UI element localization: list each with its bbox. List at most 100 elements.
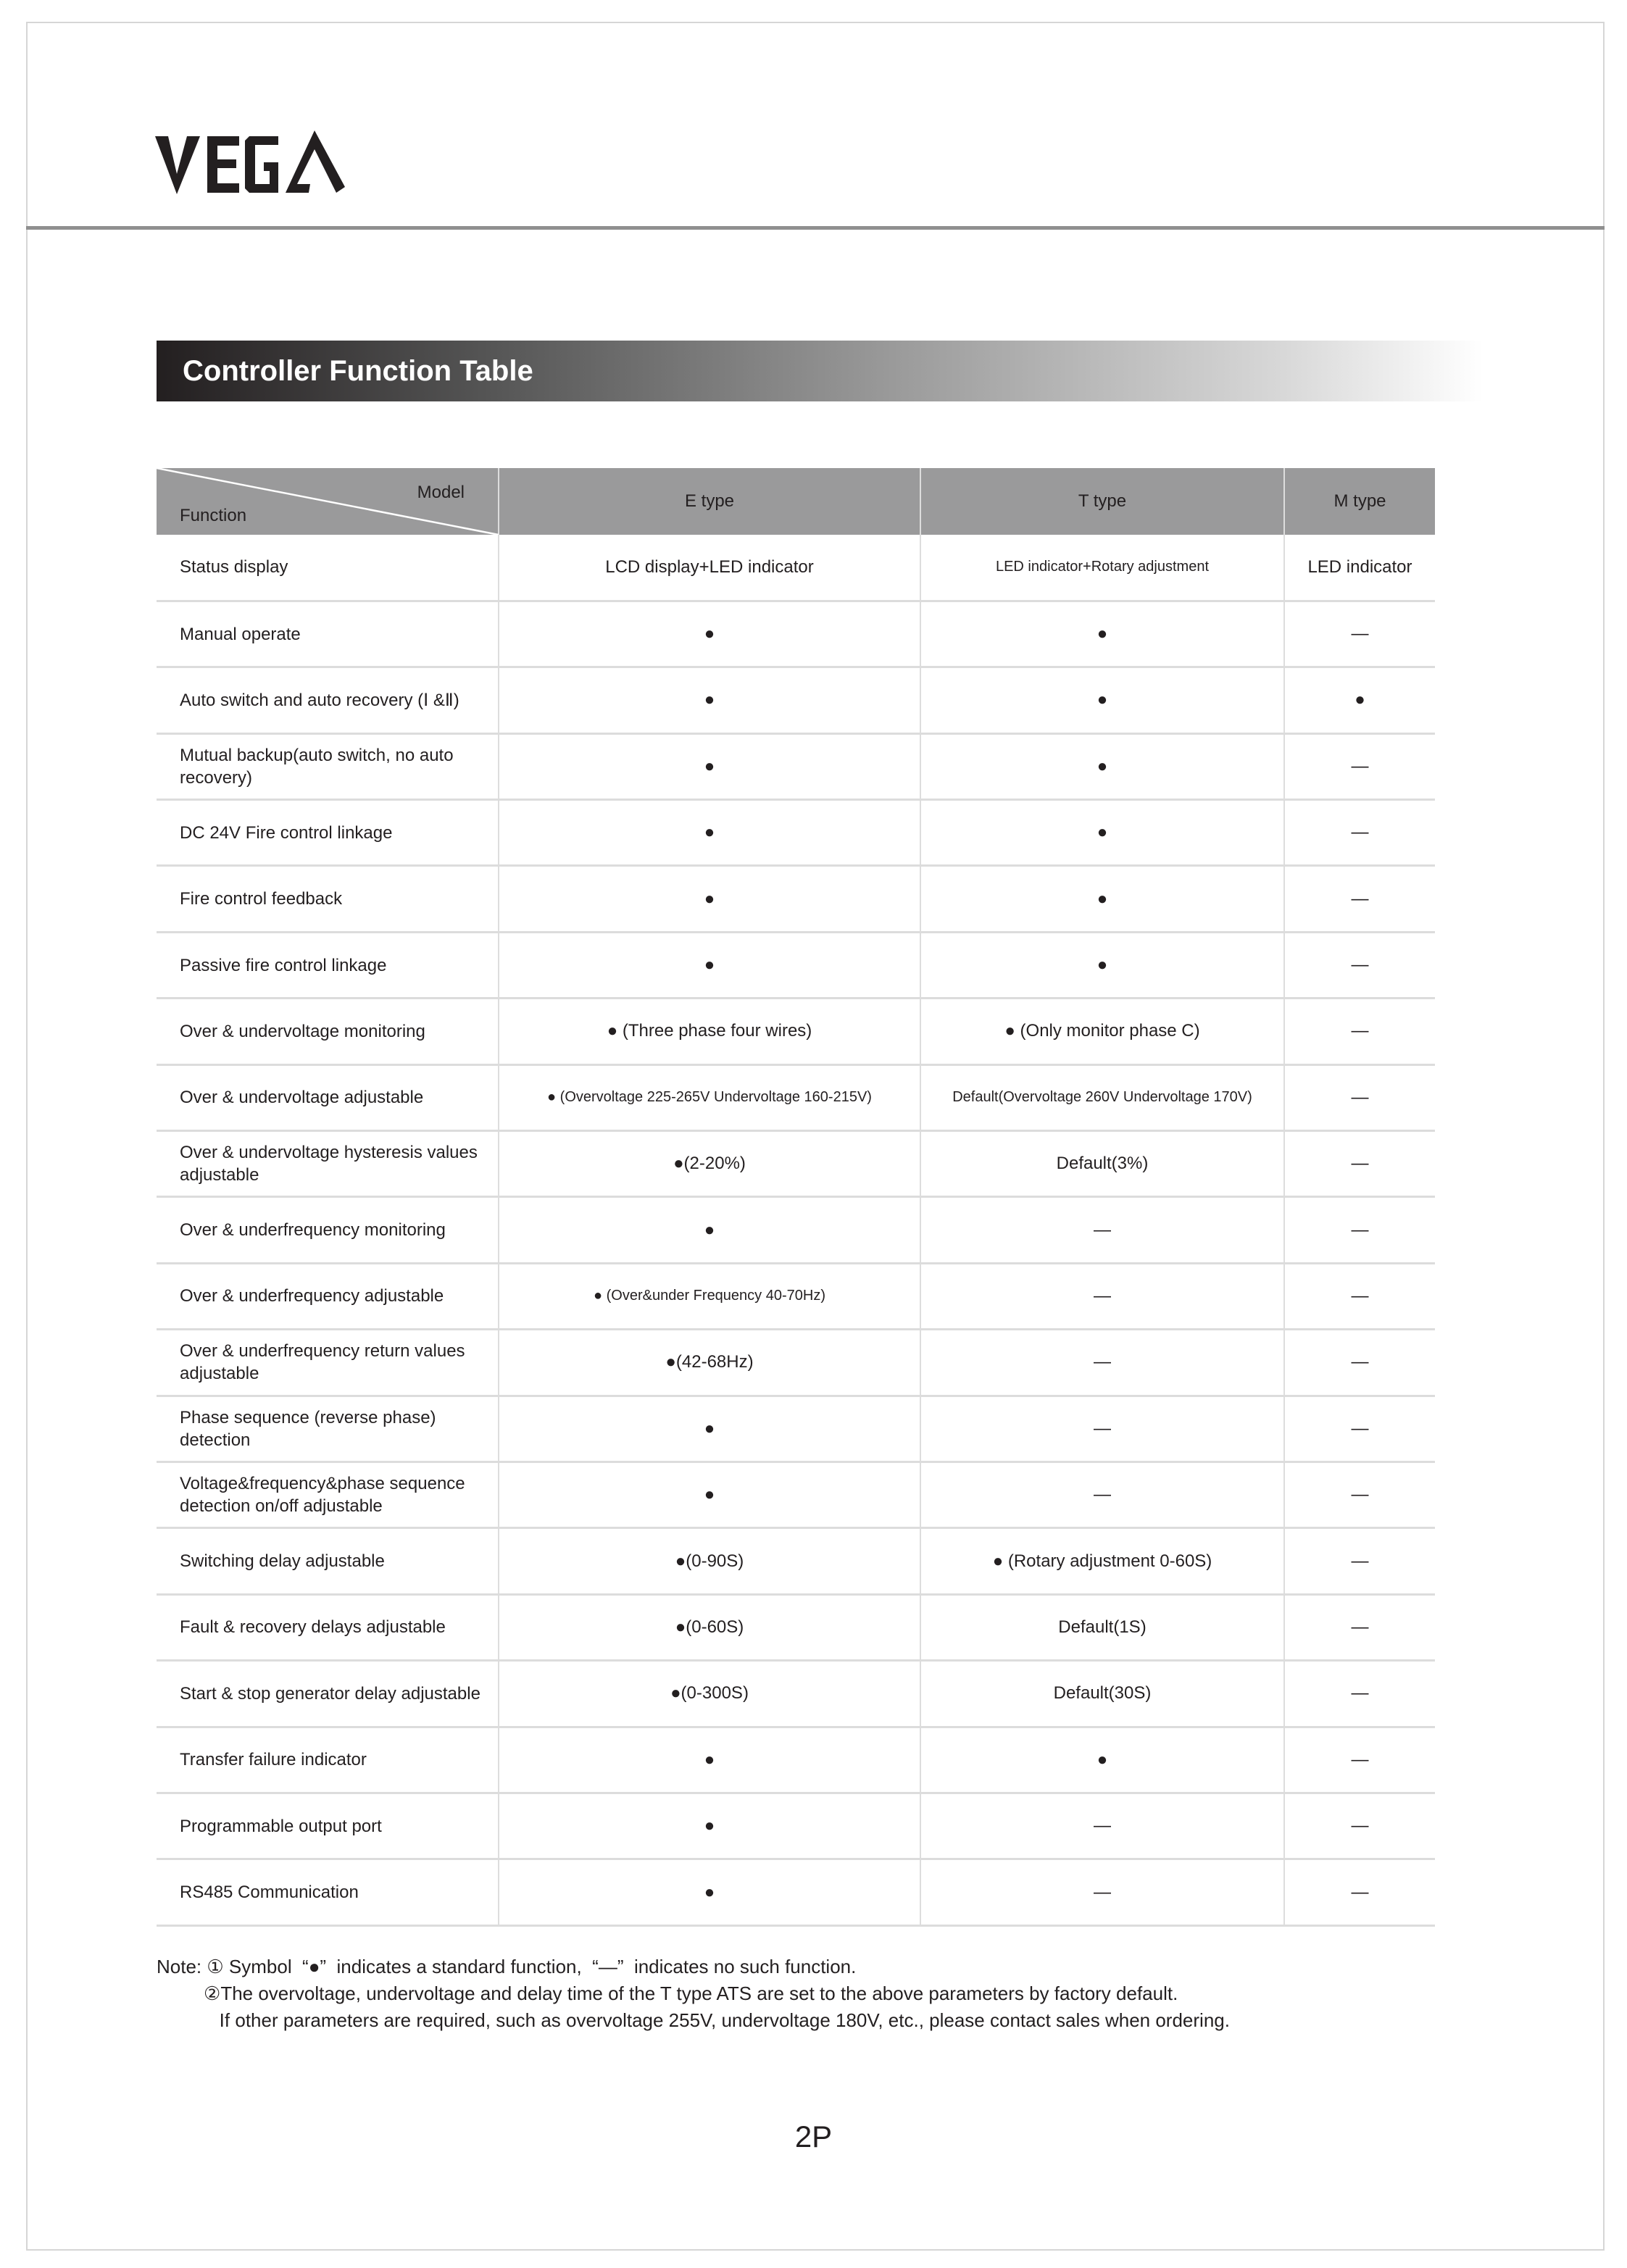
m-type-cell: —	[1283, 932, 1435, 1000]
m-type-cell: —	[1283, 1130, 1435, 1198]
function-cell: Over & underfrequency return values adju…	[157, 1329, 499, 1397]
function-cell: Start & stop generator delay adjustable	[157, 1660, 499, 1728]
e-type-cell: ● (Three phase four wires)	[498, 998, 920, 1066]
m-type-cell: —	[1283, 865, 1435, 933]
column-header-m: M type	[1283, 468, 1435, 535]
table-row: Over & underfrequency monitoring ● — —	[157, 1196, 1435, 1264]
function-cell: Status display	[157, 535, 499, 602]
e-type-cell: ●	[498, 1396, 920, 1463]
e-type-cell: ●	[498, 932, 920, 1000]
t-type-cell: —	[920, 1263, 1284, 1331]
function-cell: RS485 Communication	[157, 1859, 499, 1927]
function-cell: Fire control feedback	[157, 865, 499, 933]
table-row: Fire control feedback ● ● —	[157, 865, 1435, 933]
table-row: Over & underfrequency return values adju…	[157, 1329, 1435, 1397]
function-cell: Switching delay adjustable	[157, 1527, 499, 1596]
table-row: Fault & recovery delays adjustable ●(0-60…	[157, 1594, 1435, 1662]
e-type-cell: ●(0-90S)	[498, 1527, 920, 1596]
table-row: Switching delay adjustable ●(0-90S) ● (Rot…	[157, 1527, 1435, 1596]
m-type-cell: —	[1283, 1329, 1435, 1397]
table-row: Voltage&frequency&phase sequence detecti…	[157, 1462, 1435, 1530]
m-type-cell: —	[1283, 1064, 1435, 1133]
page-number: 2P	[794, 2119, 833, 2154]
e-type-cell: ●	[498, 667, 920, 735]
function-cell: Voltage&frequency&phase sequence detecti…	[157, 1462, 499, 1530]
t-type-cell: Default(1S)	[920, 1594, 1284, 1662]
e-type-cell: LCD display+LED indicator	[498, 535, 920, 602]
t-type-cell: —	[920, 1462, 1284, 1530]
t-type-cell: ●	[920, 865, 1284, 933]
t-type-cell: ●	[920, 601, 1284, 669]
m-type-cell: —	[1283, 733, 1435, 801]
e-type-cell: ●	[498, 1793, 920, 1861]
t-type-cell: ●	[920, 932, 1284, 1000]
function-table: Model Function E type T type M type Stat…	[157, 468, 1435, 1927]
table-row: Manual operate ● ● —	[157, 601, 1435, 669]
t-type-cell: LED indicator+Rotary adjustment	[920, 535, 1284, 602]
page-border	[26, 22, 1605, 2251]
table-row: Auto switch and auto recovery (Ⅰ &Ⅱ) ● ● ●	[157, 667, 1435, 735]
e-type-cell: ●	[498, 1196, 920, 1264]
table-row: DC 24V Fire control linkage ● ● —	[157, 799, 1435, 867]
m-type-cell: —	[1283, 1196, 1435, 1264]
e-type-cell: ● (Over&under Frequency 40-70Hz)	[498, 1263, 920, 1331]
t-type-cell: ●	[920, 799, 1284, 867]
table-row: Status display LCD display+LED indicator L…	[157, 535, 1435, 602]
e-type-cell: ●	[498, 1727, 920, 1794]
e-type-cell: ●(2-20%)	[498, 1130, 920, 1198]
m-type-cell: ●	[1283, 667, 1435, 735]
t-type-cell: —	[920, 1329, 1284, 1397]
function-cell: Transfer failure indicator	[157, 1727, 499, 1794]
table-row: Mutual backup(auto switch, no auto recov…	[157, 733, 1435, 801]
section-title-bar: Controller Function Table	[157, 341, 1483, 401]
notes: Note: ① Symbol “●” indicates a standard …	[157, 1954, 1230, 2034]
m-type-cell: —	[1283, 1462, 1435, 1530]
function-cell: Over & underfrequency monitoring	[157, 1196, 499, 1264]
column-header-t: T type	[920, 468, 1284, 535]
t-type-cell: Default(30S)	[920, 1660, 1284, 1728]
t-type-cell: ●	[920, 733, 1284, 801]
table-row: Transfer failure indicator ● ● —	[157, 1727, 1435, 1794]
m-type-cell: —	[1283, 998, 1435, 1066]
table-row: RS485 Communication ● — —	[157, 1859, 1435, 1927]
note-line: Note: ① Symbol “●” indicates a standard …	[157, 1956, 857, 1977]
m-type-cell: LED indicator	[1283, 535, 1435, 602]
e-type-cell: ●	[498, 1462, 920, 1530]
table-row: Over & underfrequency adjustable ● (Over&…	[157, 1263, 1435, 1331]
t-type-cell: ●	[920, 1727, 1284, 1794]
section-title: Controller Function Table	[183, 354, 533, 387]
function-cell: Over & undervoltage monitoring	[157, 998, 499, 1066]
m-type-cell: —	[1283, 1396, 1435, 1463]
e-type-cell: ●(0-60S)	[498, 1594, 920, 1662]
t-type-cell: —	[920, 1859, 1284, 1927]
function-cell: Over & underfrequency adjustable	[157, 1263, 499, 1331]
m-type-cell: —	[1283, 1793, 1435, 1861]
function-cell: Manual operate	[157, 601, 499, 669]
t-type-cell: —	[920, 1793, 1284, 1861]
m-type-cell: —	[1283, 1263, 1435, 1331]
e-type-cell: ●	[498, 865, 920, 933]
e-type-cell: ●(0-300S)	[498, 1660, 920, 1728]
function-cell: Phase sequence (reverse phase) detection	[157, 1396, 499, 1463]
e-type-cell: ●	[498, 733, 920, 801]
note-line: ②The overvoltage, undervoltage and delay…	[157, 1983, 1178, 2004]
t-type-cell: Default(3%)	[920, 1130, 1284, 1198]
m-type-cell: —	[1283, 1527, 1435, 1596]
table-row: Start & stop generator delay adjustable ●…	[157, 1660, 1435, 1728]
m-type-cell: —	[1283, 601, 1435, 669]
t-type-cell: —	[920, 1196, 1284, 1264]
table-header-row: Model Function E type T type M type	[157, 468, 1435, 535]
e-type-cell: ●	[498, 1859, 920, 1927]
function-label: Function	[180, 506, 247, 525]
header-divider	[26, 226, 1605, 230]
table-row: Passive fire control linkage ● ● —	[157, 932, 1435, 1000]
t-type-cell: ● (Only monitor phase C)	[920, 998, 1284, 1066]
function-cell: Over & undervoltage adjustable	[157, 1064, 499, 1133]
model-label: Model	[417, 483, 465, 502]
t-type-cell: ● (Rotary adjustment 0-60S)	[920, 1527, 1284, 1596]
column-header-e: E type	[498, 468, 920, 535]
t-type-cell: ●	[920, 667, 1284, 735]
corner-header: Model Function	[157, 468, 499, 535]
t-type-cell: —	[920, 1396, 1284, 1463]
function-cell: Over & undervoltage hysteresis values ad…	[157, 1130, 499, 1198]
